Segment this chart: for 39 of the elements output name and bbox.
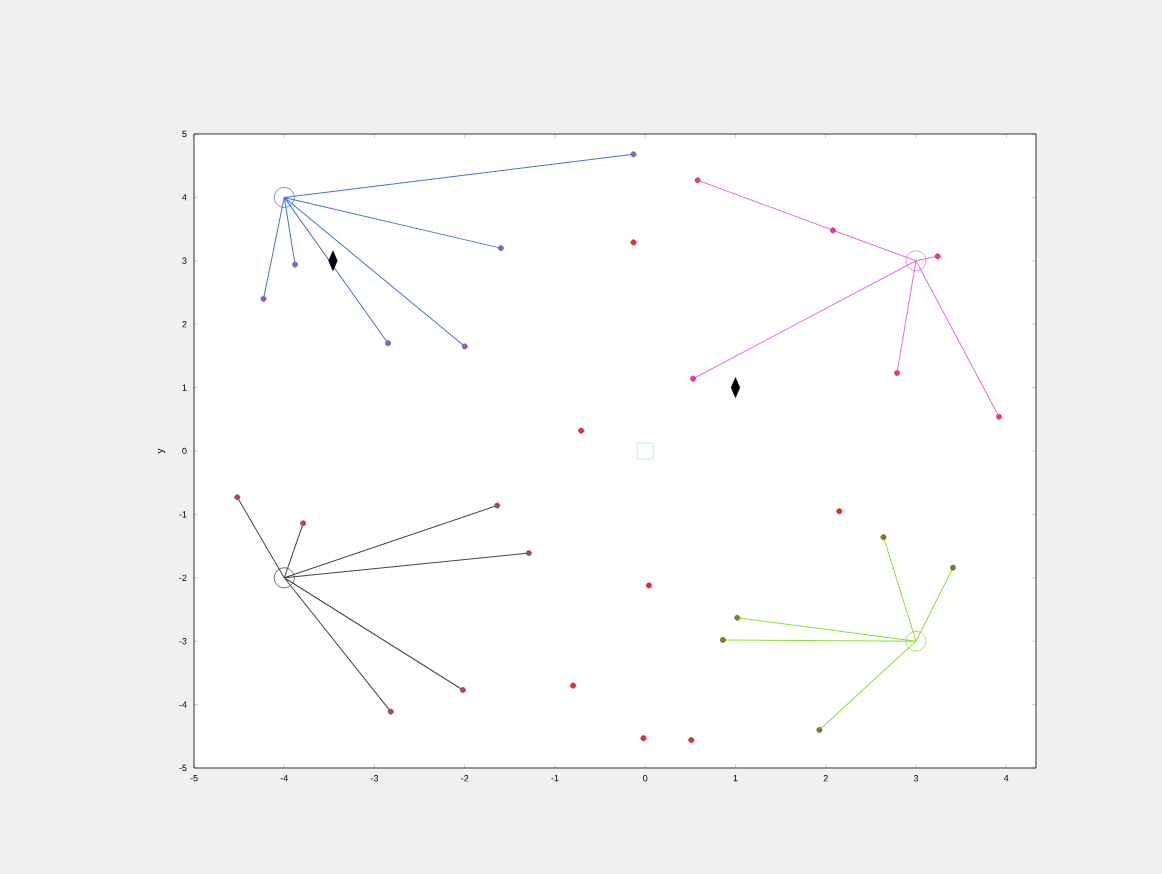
point xyxy=(459,687,466,694)
point xyxy=(949,564,956,571)
point xyxy=(880,534,887,541)
point xyxy=(461,343,468,350)
point xyxy=(570,682,577,689)
point xyxy=(494,502,501,509)
line-series xyxy=(692,179,1000,418)
point xyxy=(292,261,299,268)
point xyxy=(525,550,532,557)
point xyxy=(694,177,701,184)
line-series xyxy=(722,536,954,731)
point xyxy=(719,636,726,643)
point xyxy=(630,151,637,158)
point xyxy=(497,245,504,252)
point xyxy=(905,250,927,272)
point xyxy=(387,708,394,715)
point xyxy=(385,340,392,347)
point xyxy=(260,295,267,302)
point xyxy=(905,630,927,652)
point xyxy=(829,227,836,234)
point xyxy=(300,520,307,527)
point xyxy=(996,413,1003,420)
point xyxy=(734,614,741,621)
point xyxy=(816,726,823,733)
point xyxy=(234,494,241,501)
point xyxy=(645,582,652,589)
point xyxy=(636,442,654,460)
point xyxy=(273,567,295,589)
point xyxy=(273,186,295,208)
line-series xyxy=(262,153,635,347)
point xyxy=(630,239,637,246)
point xyxy=(836,508,843,515)
line-series xyxy=(236,496,530,713)
point xyxy=(688,737,695,744)
point xyxy=(934,253,941,260)
point xyxy=(690,375,697,382)
point xyxy=(640,735,647,742)
point xyxy=(578,427,585,434)
point xyxy=(894,370,901,377)
